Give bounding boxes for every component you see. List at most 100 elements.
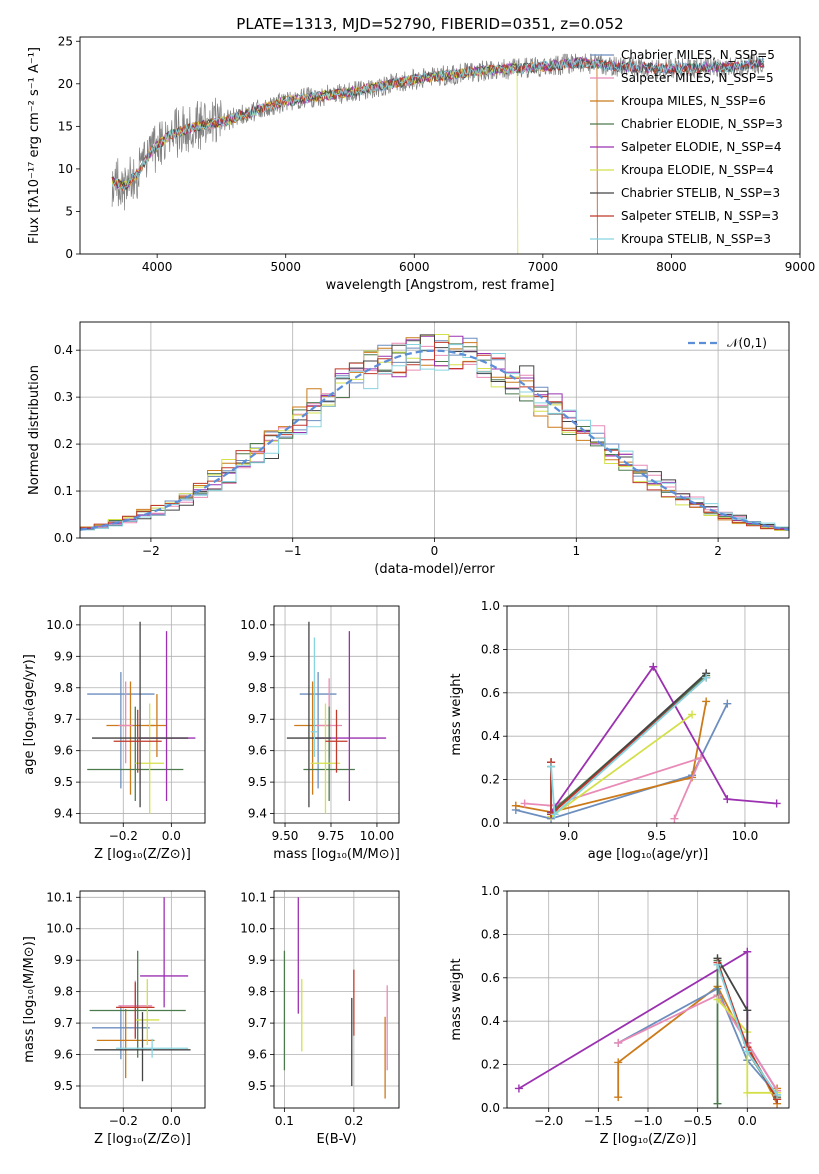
axes-frame bbox=[79, 605, 206, 824]
y-tick-label: 9.9 bbox=[54, 953, 73, 967]
y-tick-label: 9.9 bbox=[248, 953, 267, 967]
y-tick-label: 9.8 bbox=[54, 985, 73, 999]
y-tick-label: 9.7 bbox=[54, 712, 73, 726]
y-tick-label: 0.6 bbox=[481, 971, 500, 985]
weight-marker bbox=[550, 810, 559, 819]
y-tick-label: 9.8 bbox=[248, 985, 267, 999]
x-axis-label: mass [log₁₀(M/M⊙)] bbox=[273, 847, 400, 862]
plot-area-Z_vs_weight bbox=[514, 947, 782, 1108]
y-tick-label: 9.8 bbox=[54, 681, 73, 695]
spectrum-title: PLATE=1313, MJD=52790, FIBERID=0351, z=0… bbox=[236, 15, 623, 33]
y-tick-label: 9.9 bbox=[248, 649, 267, 663]
weight-marker bbox=[614, 1038, 623, 1047]
x-tick-label: 0.2 bbox=[344, 1114, 363, 1128]
x-axis-label: (data-model)/error bbox=[374, 562, 495, 577]
x-axis-label: wavelength [Angstrom, rest frame] bbox=[326, 278, 555, 293]
y-tick-label: 9.7 bbox=[248, 712, 267, 726]
y-axis-label: age [log₁₀(age/yr)] bbox=[22, 654, 37, 775]
y-axis-label: mass weight bbox=[449, 673, 464, 755]
x-tick-label: 0.0 bbox=[162, 1114, 181, 1128]
weight-marker bbox=[514, 1084, 523, 1093]
x-tick-label: 10.0 bbox=[732, 829, 759, 843]
weight-marker bbox=[713, 995, 722, 1004]
residual-histogram bbox=[80, 334, 789, 530]
weight-marker bbox=[702, 673, 711, 682]
legend-label: Salpeter MILES, N_SSP=5 bbox=[621, 71, 774, 85]
x-tick-label: 8000 bbox=[656, 260, 687, 274]
y-tick-label: 9.5 bbox=[54, 1079, 73, 1093]
model-spectrum bbox=[111, 57, 765, 192]
weight-marker bbox=[649, 662, 658, 671]
weight-line bbox=[550, 665, 777, 813]
y-tick-label: 0.0 bbox=[54, 531, 73, 545]
y-tick-label: 9.8 bbox=[248, 681, 267, 695]
y-tick-label: 0.2 bbox=[481, 1058, 500, 1072]
y-tick-label: 9.5 bbox=[54, 775, 73, 789]
y-axis-label: Flux [fλ10⁻¹⁷ erg cm⁻² s⁻¹ A⁻¹] bbox=[27, 47, 42, 244]
residual-histogram bbox=[80, 344, 789, 531]
y-tick-label: 9.6 bbox=[248, 744, 267, 758]
x-tick-label: 0.1 bbox=[275, 1114, 294, 1128]
weight-marker bbox=[688, 710, 697, 719]
legend-label: 𝒩(0,1) bbox=[727, 336, 767, 350]
y-tick-label: 0.4 bbox=[481, 729, 500, 743]
y-tick-label: 0.1 bbox=[54, 484, 73, 498]
x-axis-label: age [log₁₀(age/yr)] bbox=[588, 847, 709, 862]
x-tick-label: 9.75 bbox=[318, 829, 345, 843]
weight-marker bbox=[713, 960, 722, 969]
axes-frame bbox=[273, 890, 400, 1109]
y-axis-label: mass weight bbox=[449, 958, 464, 1040]
weight-marker bbox=[743, 1088, 752, 1097]
legend-label: Chabrier ELODIE, N_SSP=3 bbox=[621, 117, 783, 131]
y-tick-label: 0.4 bbox=[481, 1014, 500, 1028]
x-tick-label: −2 bbox=[142, 544, 160, 558]
x-axis-label: Z [log₁₀(Z/Z⊙)] bbox=[600, 1132, 697, 1147]
y-tick-label: 0.8 bbox=[481, 642, 500, 656]
plot-area-age_vs_weight bbox=[511, 662, 781, 823]
y-tick-label: 0.4 bbox=[54, 343, 73, 357]
weight-line bbox=[716, 998, 778, 1094]
x-tick-label: 6000 bbox=[399, 260, 430, 274]
weight-marker bbox=[773, 1090, 782, 1099]
axes-frame bbox=[79, 890, 206, 1109]
y-tick-label: 9.6 bbox=[54, 1048, 73, 1062]
y-tick-label: 0.3 bbox=[54, 390, 73, 404]
plot-area-Z_vs_age bbox=[87, 621, 196, 814]
x-tick-label: 9.0 bbox=[559, 829, 578, 843]
y-tick-label: 10.0 bbox=[46, 618, 73, 632]
y-axis-label: mass [log₁₀(M/M⊙)] bbox=[22, 936, 37, 1063]
y-tick-label: 9.6 bbox=[248, 1048, 267, 1062]
y-tick-label: 0.0 bbox=[481, 1101, 500, 1115]
x-tick-label: 4000 bbox=[142, 260, 173, 274]
weight-marker bbox=[702, 697, 711, 706]
y-tick-label: 9.7 bbox=[54, 1016, 73, 1030]
x-tick-label: 9.5 bbox=[647, 829, 666, 843]
y-tick-label: 0.6 bbox=[481, 686, 500, 700]
y-tick-label: 10.0 bbox=[240, 922, 267, 936]
x-tick-label: −1.5 bbox=[584, 1114, 613, 1128]
y-axis-label: Normed distribution bbox=[27, 365, 42, 495]
x-tick-label: 0 bbox=[431, 544, 439, 558]
legend-label: Kroupa ELODIE, N_SSP=4 bbox=[621, 163, 774, 177]
y-tick-label: 0.8 bbox=[481, 927, 500, 941]
plot-area-mass_vs_age bbox=[286, 621, 387, 814]
y-tick-label: 0.2 bbox=[481, 773, 500, 787]
x-tick-label: −1.0 bbox=[633, 1114, 662, 1128]
weight-marker bbox=[511, 801, 520, 810]
y-tick-label: 25 bbox=[58, 34, 73, 48]
plot-area-ebv_vs_mass bbox=[283, 897, 388, 1099]
model-spectrum bbox=[111, 56, 765, 192]
x-tick-label: −2.0 bbox=[534, 1114, 563, 1128]
legend-label: Chabrier STELIB, N_SSP=3 bbox=[621, 186, 780, 200]
y-tick-label: 0.0 bbox=[481, 816, 500, 830]
x-axis-label: E(B-V) bbox=[316, 1132, 356, 1147]
x-tick-label: −1 bbox=[284, 544, 302, 558]
x-tick-label: −0.2 bbox=[109, 829, 138, 843]
weight-marker bbox=[743, 1047, 752, 1056]
y-tick-label: 10.0 bbox=[46, 922, 73, 936]
y-tick-label: 9.4 bbox=[54, 807, 73, 821]
weight-line bbox=[515, 703, 729, 820]
weight-line bbox=[617, 994, 778, 1092]
weight-line bbox=[550, 713, 693, 818]
weight-marker bbox=[614, 1058, 623, 1067]
